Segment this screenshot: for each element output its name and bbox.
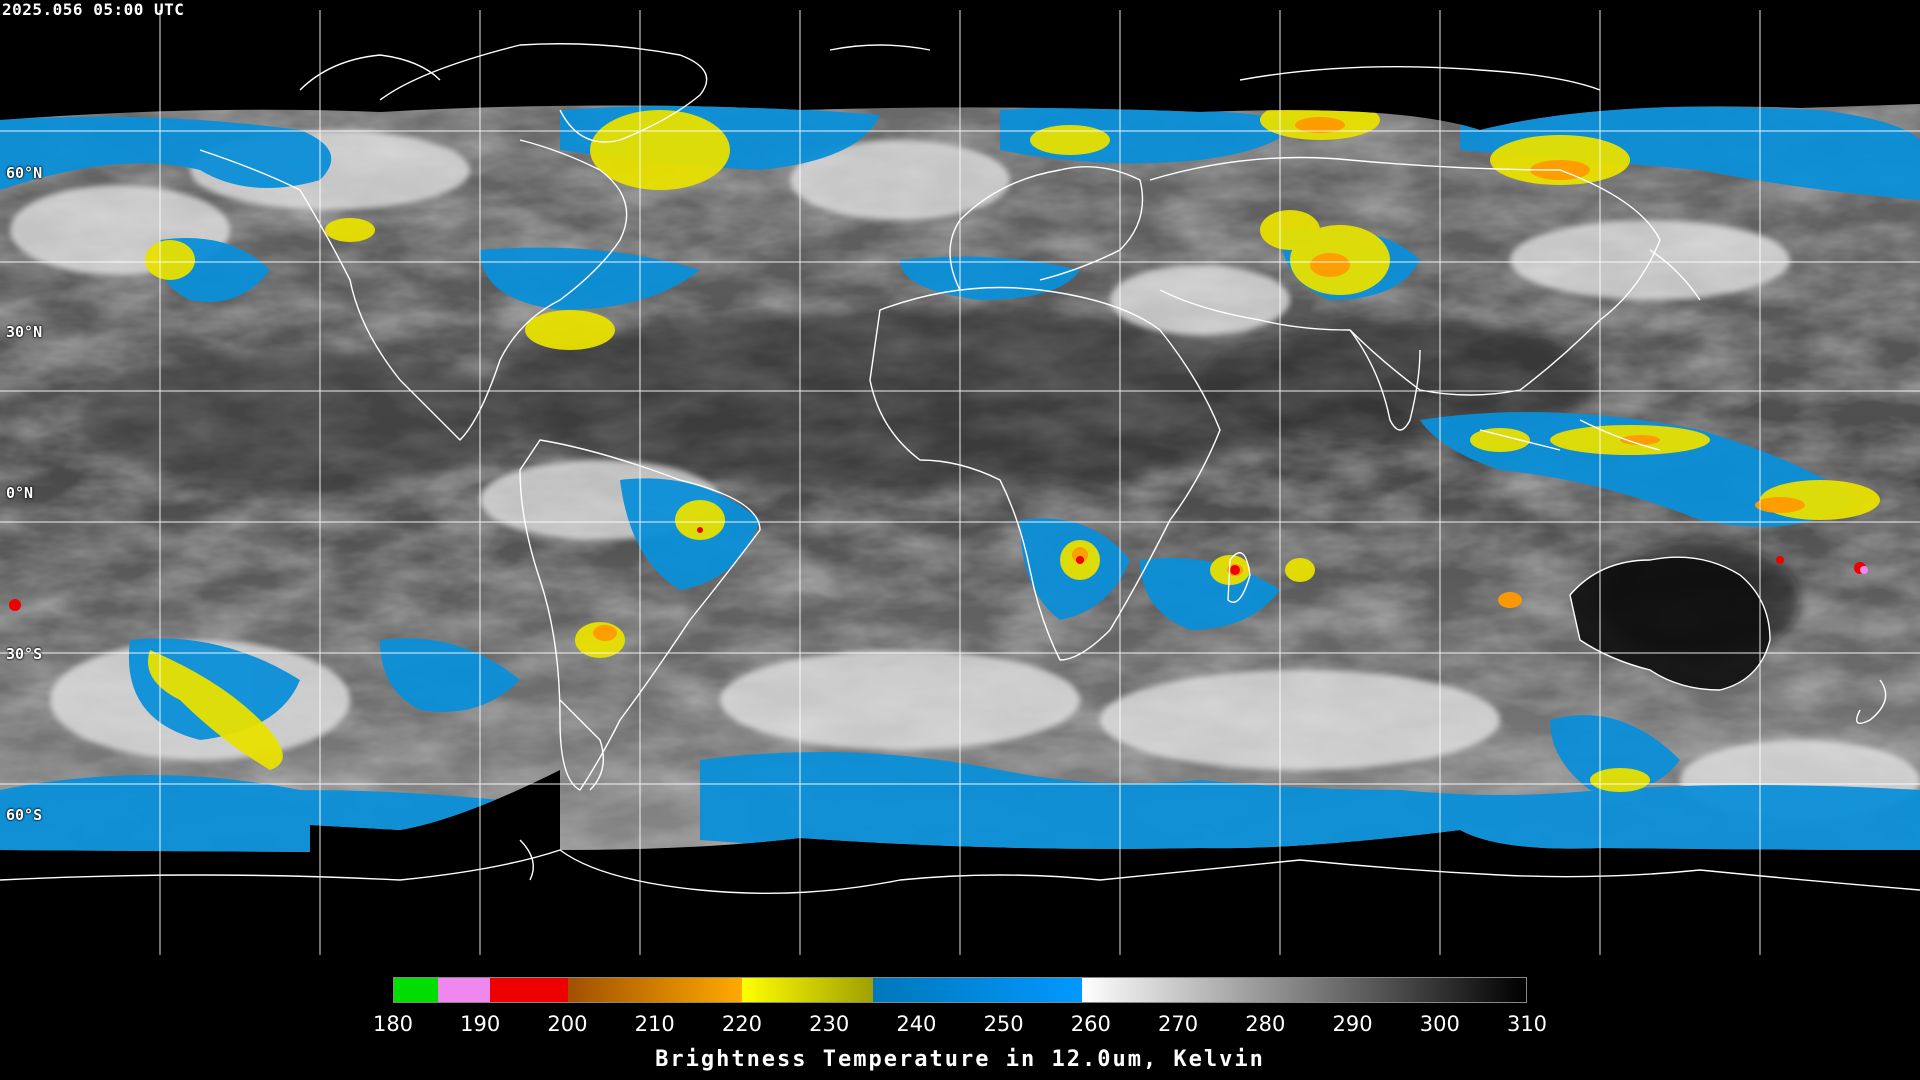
timestamp-label: 2025.056 05:00 UTC	[2, 0, 185, 19]
satellite-map	[0, 10, 1920, 955]
colorbar-segment	[437, 978, 490, 1002]
colorbar-tick-label: 280	[1245, 1012, 1286, 1036]
colorbar-segment	[742, 978, 873, 1002]
colorbar-tick-label: 210	[634, 1012, 675, 1036]
colorbar-tick-label: 220	[721, 1012, 762, 1036]
colorbar	[393, 977, 1527, 1003]
colorbar-tick-label: 180	[372, 1012, 414, 1036]
colorbar-tick-label: 310	[1506, 1012, 1548, 1036]
coastlines	[0, 43, 1920, 895]
colorbar-tick-label: 230	[809, 1012, 850, 1036]
colorbar-tick-label: 200	[547, 1012, 588, 1036]
colorbar-title: Brightness Temperature in 12.0um, Kelvin	[655, 1047, 1265, 1072]
lat-label-30s: 30°S	[6, 645, 43, 663]
colorbar-tick-label: 290	[1332, 1012, 1373, 1036]
colorbar-segment	[1081, 978, 1526, 1002]
colorbar-tick-label: 240	[896, 1012, 937, 1036]
colorbar-tick-label: 260	[1070, 1012, 1111, 1036]
colorbar-ticks: 180 190 200 210 220 230 240 250 260 270 280 290 300 3…	[373, 1012, 1547, 1042]
colorbar-tick-label: 270	[1158, 1012, 1199, 1036]
colorbar-tick-label: 300	[1419, 1012, 1460, 1036]
lat-label-60s: 60°S	[6, 806, 43, 824]
lat-label-0n: 0°N	[6, 484, 34, 502]
lat-label-30n: 30°N	[6, 323, 43, 341]
australia-hot-land	[1570, 557, 1770, 690]
lat-label-60n: 60°N	[6, 164, 43, 182]
colorbar-segment	[394, 978, 438, 1002]
colorbar-tick-label: 250	[983, 1012, 1024, 1036]
colorbar-tick-label: 190	[460, 1012, 501, 1036]
graticule	[0, 10, 1920, 955]
colorbar-segment	[568, 978, 743, 1002]
colorbar-segment	[872, 978, 1082, 1002]
colorbar-segment	[489, 978, 569, 1002]
